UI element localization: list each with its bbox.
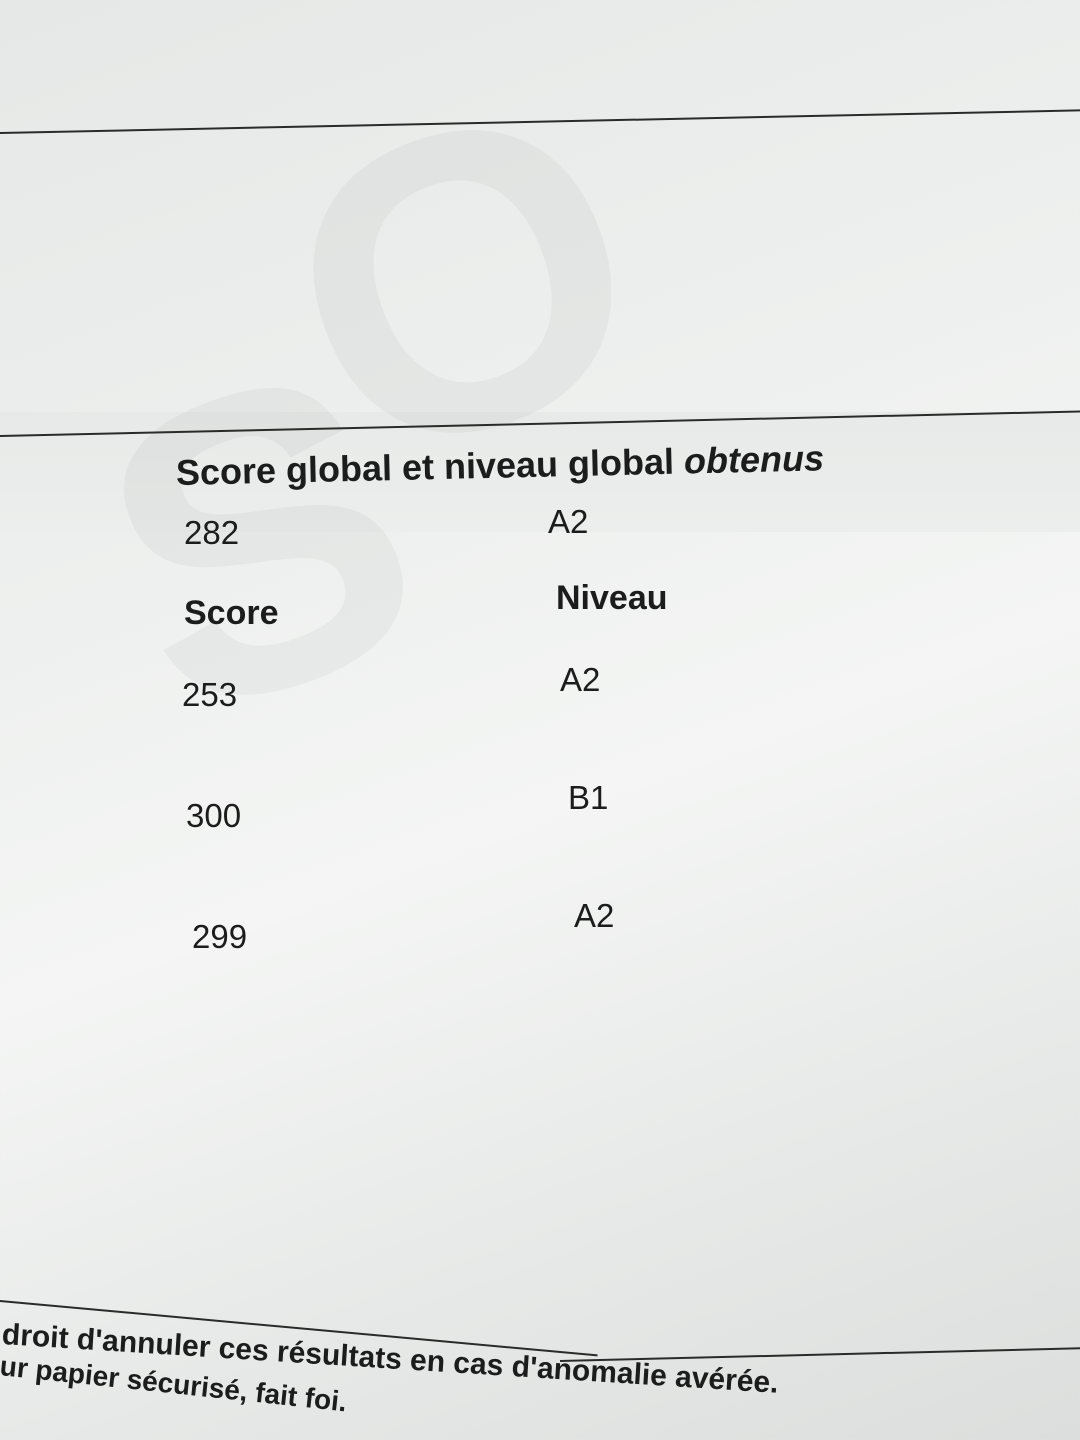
score-header: Score [184,594,279,632]
row-level: A2 [574,897,615,934]
row-score: 253 [182,676,238,713]
row-level: B1 [568,779,609,816]
level-header: Niveau [556,579,668,617]
global-level: A2 [548,503,589,540]
row-score: 299 [192,918,248,955]
global-score: 282 [184,514,240,551]
row-level: A2 [560,661,601,698]
row-score: 300 [186,797,242,834]
